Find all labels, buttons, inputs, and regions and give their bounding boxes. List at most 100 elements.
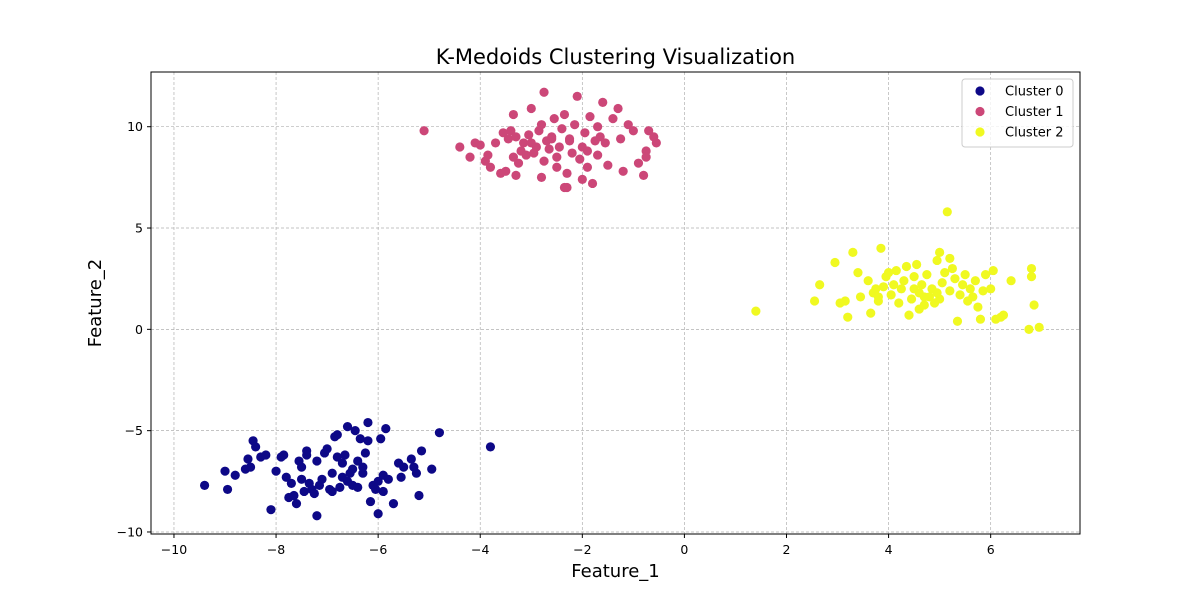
data-point: [373, 476, 383, 486]
data-point: [912, 259, 922, 270]
x-tick-label: −4: [471, 542, 489, 557]
data-point: [986, 284, 996, 294]
data-point: [593, 122, 603, 132]
data-point: [549, 114, 559, 124]
data-point: [465, 152, 475, 162]
x-tick-label: −2: [573, 542, 591, 557]
data-point: [475, 140, 485, 150]
legend-marker: [975, 127, 985, 137]
data-point: [521, 150, 531, 160]
data-point: [988, 265, 998, 276]
data-point: [378, 486, 388, 497]
y-tick-label: 10: [127, 119, 143, 134]
data-point: [503, 134, 513, 144]
data-point: [651, 138, 661, 148]
data-point: [906, 294, 917, 304]
data-point: [381, 424, 391, 434]
data-point: [848, 247, 858, 257]
data-point: [937, 278, 947, 288]
data-point: [557, 124, 567, 134]
data-point: [1006, 276, 1016, 286]
data-point: [575, 154, 585, 164]
data-point: [945, 253, 955, 264]
x-tick-label: 6: [987, 542, 995, 557]
data-point: [909, 272, 919, 282]
data-point: [608, 114, 618, 124]
data-points: [199, 87, 1044, 521]
data-point: [582, 146, 593, 156]
data-point: [358, 462, 368, 472]
data-point: [960, 270, 970, 280]
data-point: [508, 152, 519, 162]
data-point: [559, 182, 570, 193]
data-point: [396, 472, 406, 482]
data-point: [271, 466, 281, 476]
y-tick-label: −5: [125, 423, 143, 438]
data-point: [891, 265, 901, 276]
data-point: [598, 97, 608, 107]
data-point: [957, 280, 968, 290]
data-point: [388, 499, 399, 509]
data-point: [878, 282, 889, 292]
data-point: [886, 290, 896, 300]
data-point: [337, 458, 348, 468]
data-point: [222, 484, 233, 495]
data-point: [952, 316, 963, 326]
data-point: [327, 468, 337, 478]
data-point: [998, 310, 1009, 320]
data-point: [508, 109, 519, 120]
y-tick-label: −10: [117, 524, 143, 539]
data-point: [554, 142, 564, 152]
data-point: [917, 280, 927, 290]
data-point: [251, 442, 261, 452]
data-point: [572, 91, 582, 101]
data-point: [427, 464, 437, 474]
legend-marker: [975, 106, 985, 117]
data-point: [539, 156, 549, 166]
data-point: [455, 142, 465, 152]
data-point: [485, 162, 496, 172]
data-point: [950, 274, 960, 284]
data-point: [883, 268, 894, 278]
data-point: [286, 478, 296, 488]
data-point: [919, 300, 929, 310]
data-point: [935, 247, 945, 257]
series-0: [199, 417, 496, 521]
data-point: [815, 280, 825, 290]
data-point: [416, 446, 427, 456]
data-point: [490, 138, 501, 148]
data-point: [863, 276, 873, 286]
data-point: [945, 286, 955, 296]
data-point: [580, 128, 590, 138]
y-tick-label: 0: [135, 322, 143, 337]
data-point: [373, 509, 383, 519]
data-point: [830, 257, 840, 268]
data-point: [291, 499, 302, 509]
data-point: [932, 288, 942, 298]
data-point: [843, 312, 853, 322]
data-point: [485, 442, 496, 452]
data-point: [355, 434, 365, 444]
data-point: [751, 306, 761, 316]
data-point: [873, 292, 883, 302]
data-point: [1026, 263, 1037, 274]
data-point: [909, 284, 919, 294]
series-1: [419, 87, 661, 193]
data-point: [628, 126, 638, 136]
data-point: [840, 296, 850, 306]
data-point: [809, 296, 820, 306]
data-point: [544, 144, 554, 154]
data-point: [498, 128, 508, 138]
data-point: [932, 255, 942, 266]
data-point: [547, 134, 557, 144]
data-point: [978, 286, 988, 296]
data-point: [353, 482, 363, 492]
data-point: [570, 120, 580, 130]
data-point: [552, 162, 562, 172]
data-point: [567, 148, 577, 158]
x-axis-title: Feature_1: [571, 561, 659, 582]
data-point: [342, 476, 353, 486]
data-point: [501, 166, 511, 176]
data-point: [483, 150, 493, 160]
